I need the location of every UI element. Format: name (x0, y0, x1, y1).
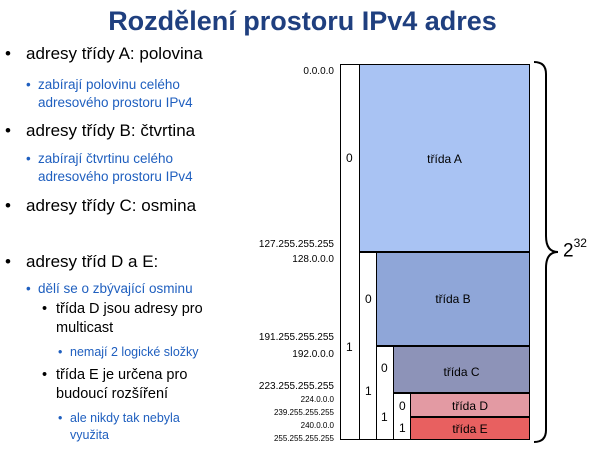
addr-d-end: 239.255.255.255 (273, 408, 334, 417)
addr-e-start: 240.0.0.0 (300, 421, 334, 430)
class-c-label: třída C (443, 365, 480, 379)
bit-c-top: 1 (365, 384, 372, 398)
addr-c-end: 223.255.255.255 (258, 381, 334, 392)
addr-a-start: 0.0.0.0 (303, 66, 334, 77)
addr-b-end: 191.255.255.255 (258, 332, 334, 343)
bit-a: 0 (346, 151, 353, 165)
bit-d: 0 (399, 399, 406, 413)
class-b-block (376, 252, 530, 346)
bit-e: 1 (399, 421, 406, 435)
class-b-label: třída B (435, 292, 471, 306)
class-a-block (359, 64, 530, 252)
total-addresses: 232 (563, 236, 587, 262)
addr-c-start: 192.0.0.0 (292, 349, 334, 360)
brace-icon (533, 61, 559, 443)
bit-d-top: 1 (381, 410, 388, 424)
class-c-block (393, 346, 530, 393)
bit-column-level2 (359, 252, 377, 440)
bit-column-level4 (393, 393, 411, 440)
bit-column-level1 (340, 64, 360, 440)
bit-column-level3 (376, 346, 394, 440)
bit-c: 0 (381, 361, 388, 375)
class-e-block (410, 417, 530, 440)
addr-b-start: 128.0.0.0 (292, 254, 334, 265)
class-d-block (410, 393, 530, 417)
addr-e-end: 255.255.255.255 (273, 434, 334, 443)
class-a-label: třída A (427, 152, 462, 166)
page-title: Rozdělení prostoru IPv4 adres (108, 6, 497, 36)
class-d-label: třída D (451, 399, 488, 413)
addr-d-start: 224.0.0.0 (300, 395, 334, 404)
bit-b: 0 (365, 292, 372, 306)
bit-b-top: 1 (346, 340, 353, 354)
class-e-label: třída E (452, 422, 488, 436)
addr-a-end: 127.255.255.255 (258, 239, 334, 250)
